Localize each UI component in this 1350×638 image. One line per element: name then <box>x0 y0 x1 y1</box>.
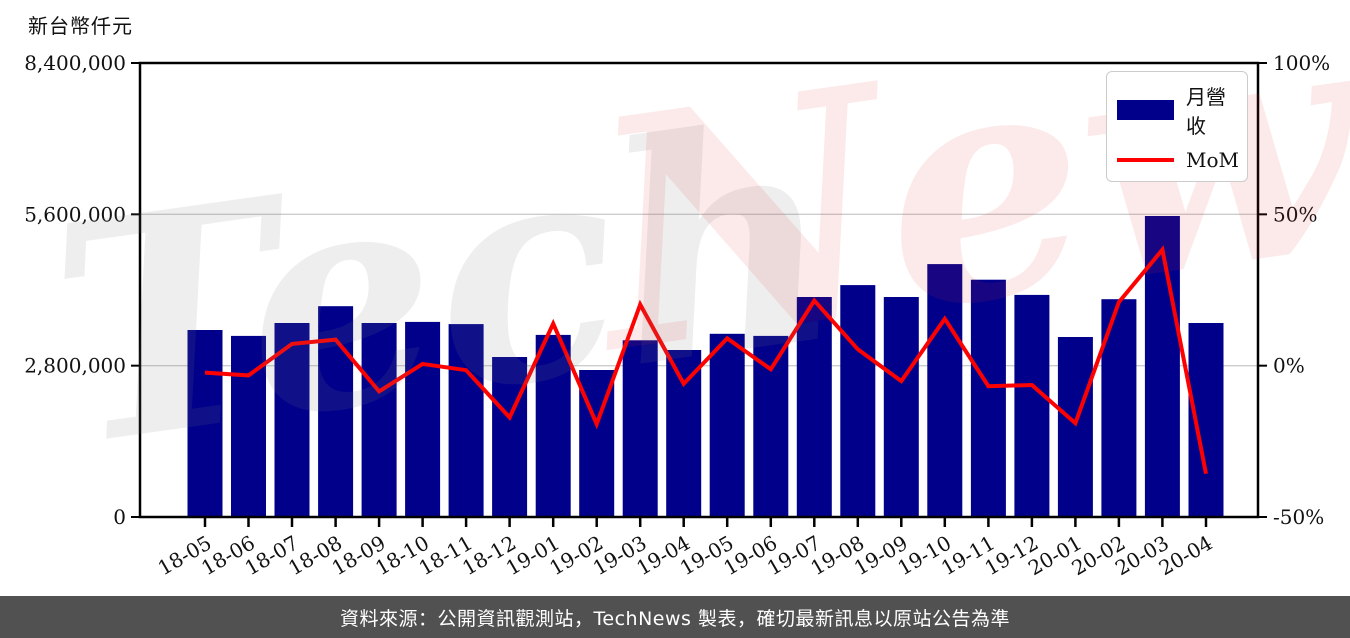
bar-19-10 <box>927 264 963 517</box>
bar-20-03 <box>1144 216 1180 517</box>
left-tick-label: 8,400,000 <box>24 51 126 75</box>
bar-18-05 <box>187 330 223 517</box>
legend-item-mom: MoM <box>1117 148 1239 172</box>
bar-19-11 <box>970 279 1006 517</box>
right-tick-label: 50% <box>1273 202 1317 226</box>
bar-19-04 <box>666 350 702 517</box>
right-tick-label: 100% <box>1273 51 1330 75</box>
plot-frame <box>138 61 1260 519</box>
bar-19-08 <box>840 285 876 517</box>
bar-18-10 <box>405 321 441 517</box>
legend-label-revenue: 月營收 <box>1186 85 1226 138</box>
source-footer: 資料來源：公開資訊觀測站，TechNews 製表，確切最新訊息以原站公告為準 <box>0 596 1350 638</box>
legend-label-mom: MoM <box>1186 148 1239 172</box>
bar-19-12 <box>1014 294 1050 517</box>
bar-18-12 <box>492 357 528 517</box>
bar-20-01 <box>1057 337 1093 517</box>
bar-19-05 <box>709 333 745 517</box>
left-tick-label: 0 <box>113 505 126 529</box>
left-tick-label: 2,800,000 <box>24 354 126 378</box>
chart-legend: 月營收 MoM <box>1106 71 1248 182</box>
bar-19-01 <box>535 334 571 517</box>
right-tick-label: -50% <box>1273 505 1324 529</box>
mom-line <box>204 245 1208 475</box>
bar-19-03 <box>622 340 658 517</box>
mom-line-swatch <box>1117 158 1174 162</box>
bar-18-07 <box>274 323 310 517</box>
right-tick-label: 0% <box>1273 354 1305 378</box>
left-tick-label: 5,600,000 <box>24 202 126 226</box>
bar-18-06 <box>231 335 266 517</box>
legend-item-revenue: 月營收 <box>1117 81 1237 139</box>
bar-19-09 <box>883 297 919 517</box>
bar-18-09 <box>361 323 397 517</box>
left-axis-unit-label: 新台幣仟元 <box>28 14 133 38</box>
revenue-bar-swatch <box>1117 100 1174 120</box>
bar-19-07 <box>796 297 832 517</box>
revenue-mom-chart: 0 2,800,000 5,600,000 8,400,000 -50% 0% 50% 100… <box>24 51 1330 580</box>
bar-18-11 <box>448 324 484 517</box>
